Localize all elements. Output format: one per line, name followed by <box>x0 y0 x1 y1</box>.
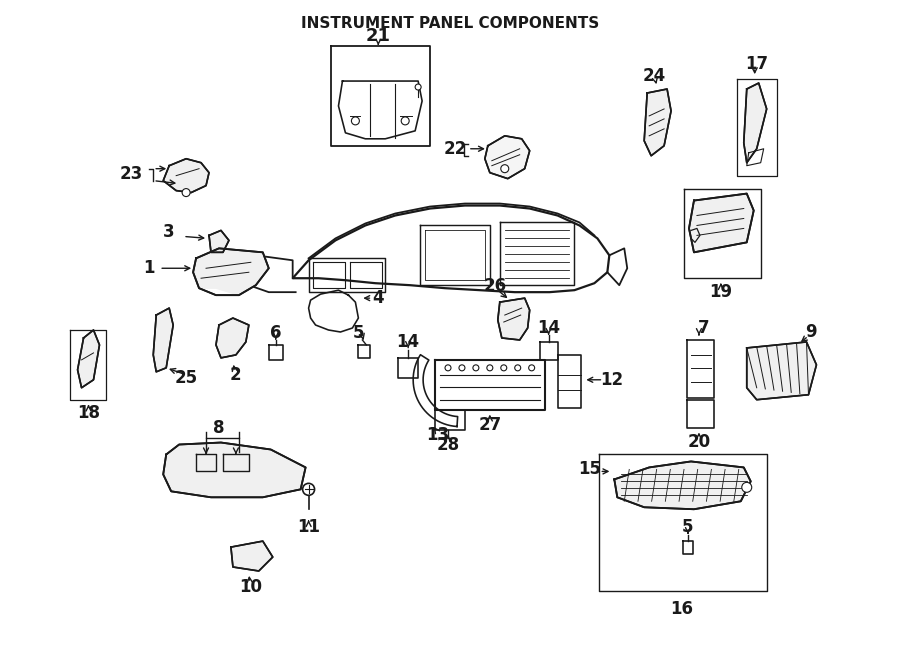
Circle shape <box>500 365 507 371</box>
Polygon shape <box>163 442 306 497</box>
Circle shape <box>182 188 190 196</box>
Polygon shape <box>231 541 273 571</box>
Polygon shape <box>743 83 767 163</box>
Circle shape <box>415 84 421 90</box>
Text: 8: 8 <box>213 418 225 436</box>
Circle shape <box>351 117 359 125</box>
Text: 4: 4 <box>373 289 384 307</box>
Polygon shape <box>615 461 751 509</box>
Text: 27: 27 <box>478 416 501 434</box>
Text: 11: 11 <box>297 518 320 536</box>
Text: 14: 14 <box>537 319 560 337</box>
Polygon shape <box>216 318 248 358</box>
Circle shape <box>528 365 535 371</box>
Text: 9: 9 <box>805 323 816 341</box>
Text: 6: 6 <box>270 324 282 342</box>
Text: 23: 23 <box>120 165 143 182</box>
Polygon shape <box>163 159 209 192</box>
Text: 24: 24 <box>643 67 666 85</box>
Text: 1: 1 <box>143 259 155 277</box>
Text: 26: 26 <box>483 277 507 295</box>
Polygon shape <box>292 206 609 292</box>
Text: 2: 2 <box>230 366 242 384</box>
Text: 5: 5 <box>353 324 364 342</box>
Circle shape <box>302 483 315 495</box>
Text: 25: 25 <box>175 369 198 387</box>
Text: 5: 5 <box>682 518 694 536</box>
Circle shape <box>515 365 521 371</box>
Polygon shape <box>77 330 100 388</box>
Text: 7: 7 <box>698 319 710 337</box>
Text: INSTRUMENT PANEL COMPONENTS: INSTRUMENT PANEL COMPONENTS <box>301 17 599 31</box>
Circle shape <box>487 365 493 371</box>
Text: 21: 21 <box>365 27 391 45</box>
Polygon shape <box>153 308 173 372</box>
Text: 13: 13 <box>427 426 450 444</box>
Text: 17: 17 <box>745 55 769 73</box>
Text: 18: 18 <box>77 404 100 422</box>
Polygon shape <box>194 249 269 295</box>
Text: 15: 15 <box>578 461 601 479</box>
Polygon shape <box>689 194 753 253</box>
Circle shape <box>500 165 508 173</box>
Text: 20: 20 <box>688 432 710 451</box>
Text: 14: 14 <box>397 333 419 351</box>
Circle shape <box>445 365 451 371</box>
Text: 22: 22 <box>444 139 466 158</box>
Text: 16: 16 <box>670 600 694 618</box>
Circle shape <box>401 117 410 125</box>
Polygon shape <box>209 231 229 253</box>
Text: 10: 10 <box>239 578 262 596</box>
Polygon shape <box>747 342 816 400</box>
Text: 12: 12 <box>599 371 623 389</box>
Polygon shape <box>498 298 530 340</box>
Circle shape <box>742 483 751 492</box>
Polygon shape <box>485 136 530 178</box>
Text: 19: 19 <box>709 283 733 301</box>
Circle shape <box>459 365 465 371</box>
Circle shape <box>472 365 479 371</box>
Text: 3: 3 <box>164 223 175 241</box>
Polygon shape <box>644 89 671 156</box>
Text: 28: 28 <box>436 436 460 453</box>
